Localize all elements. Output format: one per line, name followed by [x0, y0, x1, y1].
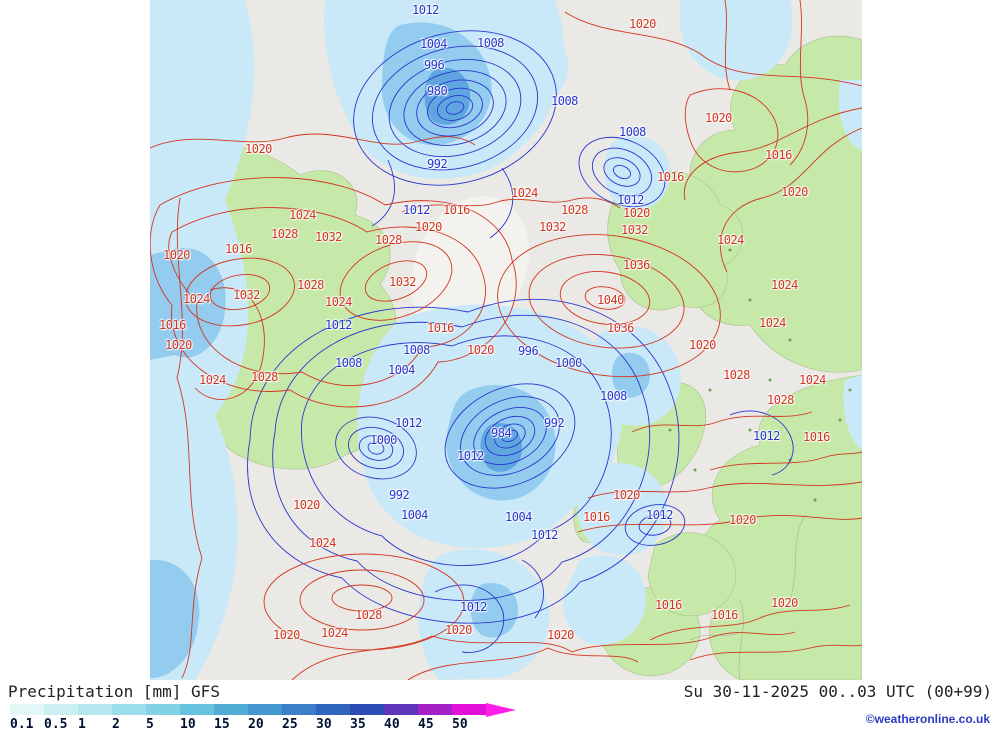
scale-value: 45 [418, 717, 434, 732]
scale-swatch [112, 704, 146, 715]
scale-swatch [78, 704, 112, 715]
high-pressure-contours [150, 0, 862, 680]
scale-swatch [10, 704, 44, 715]
scale-value: 10 [180, 717, 196, 732]
model-name: GFS [191, 682, 220, 701]
scale-value: 0.5 [44, 717, 68, 732]
scale-swatch [316, 704, 350, 715]
scale-swatch [452, 704, 486, 715]
scale-swatch [418, 704, 452, 715]
precip-scale-bar [10, 702, 516, 717]
scale-value: 30 [316, 717, 332, 732]
scale-value: 35 [350, 717, 366, 732]
scale-value: 1 [78, 717, 86, 732]
precip-scale-labels: 0.1 0.5 1 2 5 10 15 20 25 30 35 40 45 50 [10, 717, 486, 732]
scale-value: 2 [112, 717, 120, 732]
scale-value: 40 [384, 717, 400, 732]
scale-swatch [180, 704, 214, 715]
copyright-link[interactable]: ©weatheronline.co.uk [865, 712, 990, 726]
scale-swatch [282, 704, 316, 715]
weather-map-canvas [150, 0, 862, 680]
valid-datetime: Su 30-11-2025 00..03 UTC (00+99) [683, 682, 992, 701]
parameter-unit: [mm] [142, 682, 182, 701]
scale-value: 15 [214, 717, 230, 732]
scale-swatch [384, 704, 418, 715]
low-pressure-contours [247, 30, 794, 653]
scale-swatch [44, 704, 78, 715]
scale-swatch [146, 704, 180, 715]
scale-value: 25 [282, 717, 298, 732]
terrain-speckles [668, 248, 852, 502]
scale-value: 50 [452, 717, 468, 732]
scale-swatch [248, 704, 282, 715]
scale-swatch [214, 704, 248, 715]
scale-value: 5 [146, 717, 154, 732]
legend-footer: Precipitation [mm] GFS Su 30-11-2025 00.… [0, 680, 1000, 733]
scale-arrow-icon [486, 702, 516, 717]
product-title: Precipitation [mm] GFS [8, 682, 220, 701]
scale-value: 20 [248, 717, 264, 732]
parameter-name: Precipitation [8, 682, 134, 701]
precipitation-layer [150, 0, 862, 680]
scale-swatch [350, 704, 384, 715]
scale-value: 0.1 [10, 717, 34, 732]
map-area [150, 0, 862, 680]
